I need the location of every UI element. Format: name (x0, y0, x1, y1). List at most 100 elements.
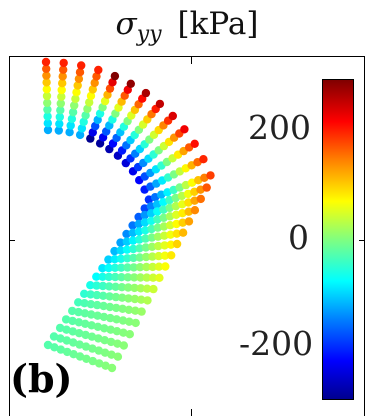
scatter-point (172, 229, 181, 238)
scatter-point (116, 246, 125, 255)
scatter-point (110, 71, 120, 81)
scatter-point (119, 341, 128, 350)
scatter-point (43, 105, 52, 114)
colorbar (322, 79, 354, 400)
scatter-point (43, 119, 52, 128)
scatter-point (81, 330, 90, 340)
scatter-point (61, 315, 71, 324)
scatter-point (110, 263, 120, 272)
scatter-point (123, 273, 133, 282)
scatter-point (136, 273, 145, 282)
axis-tick (9, 240, 15, 241)
scatter-point (128, 236, 138, 245)
scatter-point (74, 307, 83, 317)
title-subscript: yy (136, 22, 162, 47)
scatter-point (147, 224, 156, 234)
scatter-point (101, 361, 110, 370)
scatter-point (135, 263, 145, 272)
scatter-point (57, 92, 66, 101)
scatter-point (95, 109, 105, 118)
scatter-point (118, 316, 128, 325)
scatter-point (199, 155, 208, 164)
scatter-point (59, 58, 68, 68)
scatter-point (100, 96, 110, 106)
scatter-point (42, 64, 51, 74)
scatter-point (155, 99, 165, 109)
scatter-point (106, 337, 116, 347)
scatter-point (57, 85, 66, 95)
scatter-point (154, 262, 164, 271)
scatter-point (98, 272, 107, 281)
chart-title: σyy [kPa] (0, 2, 374, 57)
scatter-point (148, 273, 158, 282)
scatter-point (71, 94, 80, 104)
scatter-point (140, 210, 149, 220)
scatter-point (130, 294, 140, 304)
scatter-point (111, 292, 121, 302)
scatter-point (124, 283, 133, 292)
scatter-point (69, 338, 78, 347)
scatter-point (147, 242, 157, 251)
scatter-point (55, 119, 64, 128)
scatter-point (124, 305, 134, 314)
scatter-point (69, 350, 78, 359)
scatter-point (55, 112, 64, 122)
scatter-point (68, 306, 77, 316)
scatter-point (154, 251, 163, 261)
scatter-point (123, 263, 132, 272)
scatter-point (83, 104, 92, 114)
scatter-point (117, 283, 127, 292)
scatter-point (43, 340, 53, 350)
scatter-point (140, 218, 150, 227)
scatter-point (117, 273, 126, 282)
scatter-point (155, 273, 164, 282)
scatter-point (75, 340, 84, 349)
scatter-point (154, 241, 163, 251)
scatter-point (117, 263, 126, 272)
scatter-point (75, 68, 85, 77)
scatter-point (98, 281, 108, 291)
scatter-point (116, 254, 126, 263)
plot-frame (9, 56, 365, 416)
scatter-point (81, 319, 90, 328)
scatter-point (81, 111, 90, 120)
scatter-point (130, 283, 139, 293)
scatter-point (196, 194, 205, 204)
scatter-point (73, 81, 82, 90)
scatter-point (161, 262, 170, 271)
scatter-point (62, 347, 72, 357)
scatter-point (99, 301, 108, 311)
scatter-point (206, 171, 215, 180)
scatter-point (112, 327, 122, 336)
scatter-point (118, 304, 127, 313)
scatter-point (104, 255, 113, 264)
scatter-point (68, 108, 78, 117)
scatter-point (119, 328, 128, 337)
scatter-point (147, 233, 156, 242)
scatter-point (105, 282, 114, 291)
scatter-point (42, 91, 52, 101)
scatter-point (42, 71, 51, 80)
scatter-point (50, 343, 59, 352)
scatter-point (130, 273, 139, 282)
scatter-point (190, 206, 200, 215)
scatter-point (87, 310, 96, 319)
scatter-point (184, 217, 194, 226)
scatter-point (93, 311, 102, 320)
scatter-point (90, 78, 99, 88)
scatter-point (168, 111, 177, 121)
scatter-point (74, 74, 84, 84)
scatter-point (87, 332, 97, 341)
axis-tick (359, 240, 365, 241)
scatter-point (99, 312, 109, 322)
scatter-point (88, 344, 97, 353)
scatter-point (160, 241, 169, 250)
scatter-point (131, 306, 140, 315)
scatter-point (68, 327, 78, 336)
scatter-point (88, 85, 98, 94)
title-symbol: σ (115, 6, 137, 42)
scatter-point (126, 79, 135, 89)
scatter-point (98, 264, 107, 273)
scatter-point (92, 281, 101, 290)
scatter-point (136, 284, 145, 293)
